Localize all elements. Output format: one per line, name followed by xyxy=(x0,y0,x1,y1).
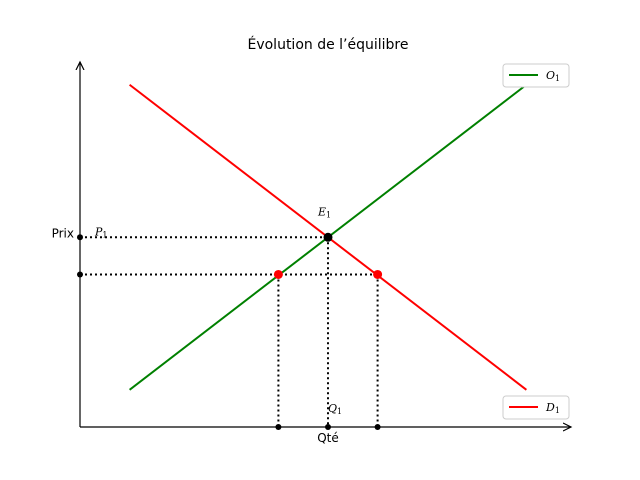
secondary-point-1 xyxy=(273,269,283,279)
chart-title: Évolution de l’équilibre xyxy=(247,36,408,53)
q1-label: Q1 xyxy=(328,402,342,416)
dotted-guide-lines xyxy=(80,236,379,427)
p1-letter: P xyxy=(94,225,103,238)
q1-letter: Q xyxy=(328,402,337,415)
e1-subscript: 1 xyxy=(326,210,331,219)
y-axis-label: Prix xyxy=(52,226,74,240)
legend-demand-label: D1 xyxy=(545,401,560,415)
chart-points xyxy=(77,232,383,430)
legend-demand-letter: D xyxy=(545,401,555,414)
e1-label: E1 xyxy=(317,205,331,219)
x-axis-label: Qté xyxy=(317,431,339,445)
legend-demand: D1 xyxy=(502,395,570,420)
legend-supply: O1 xyxy=(502,63,570,88)
legend-supply-subscript: 1 xyxy=(555,74,560,83)
e1-letter: E xyxy=(317,205,326,218)
legend-supply-letter: O xyxy=(546,69,555,82)
secondary-point-2 xyxy=(373,269,383,279)
p1-subscript: 1 xyxy=(102,230,107,239)
q1-subscript: 1 xyxy=(337,407,342,416)
legend-demand-subscript: 1 xyxy=(555,406,560,415)
equilibrium-point xyxy=(323,232,333,242)
legend-supply-label: O1 xyxy=(546,69,560,83)
p1-label: P1 xyxy=(94,225,108,239)
